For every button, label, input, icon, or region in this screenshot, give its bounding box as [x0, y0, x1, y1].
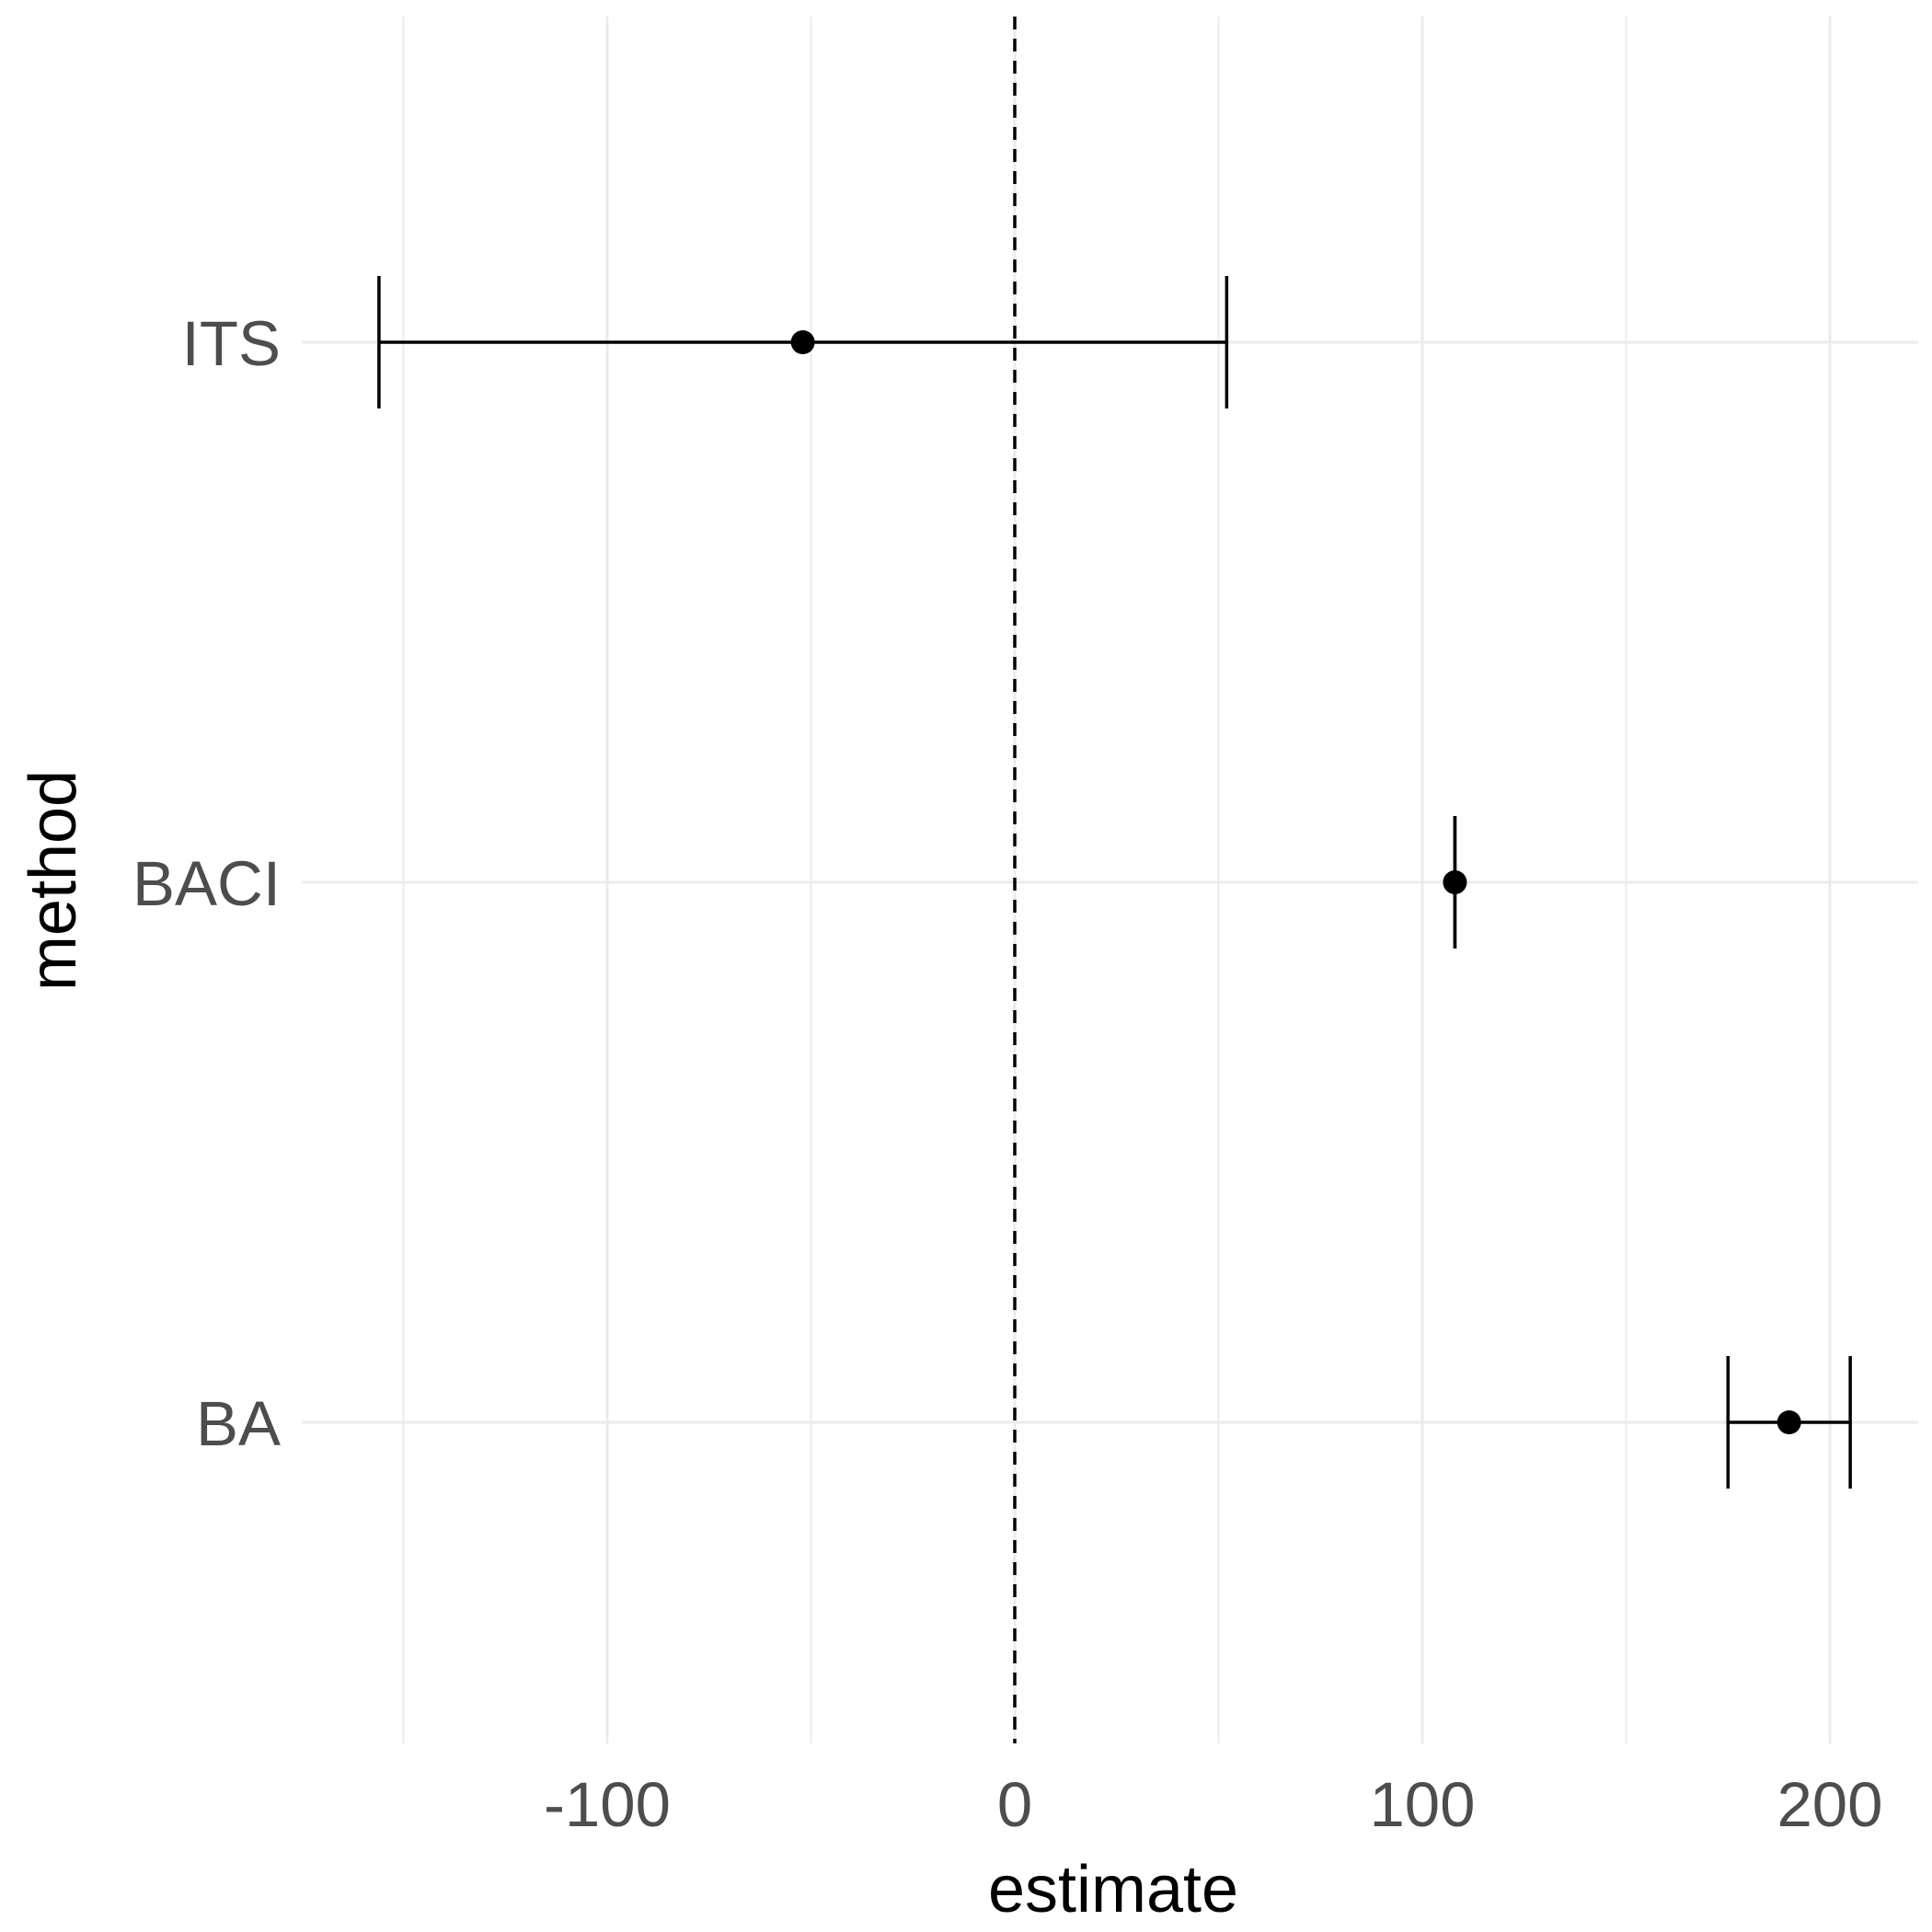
point-its — [791, 330, 815, 354]
point-ba — [1777, 1410, 1801, 1434]
y-tick-labels: ITS BACI BA — [132, 308, 281, 1459]
y-tick-label: BACI — [132, 848, 281, 919]
estimate-baci — [1443, 816, 1466, 949]
estimate-ba — [1728, 1356, 1850, 1489]
y-tick-label: ITS — [182, 308, 281, 379]
x-tick-label: 100 — [1369, 1769, 1475, 1840]
y-axis-title: method — [17, 770, 90, 991]
grid-layer — [302, 17, 1918, 1743]
x-tick-labels: -100 0 100 200 — [544, 1769, 1883, 1840]
x-axis-title: estimate — [988, 1853, 1238, 1926]
x-tick-label: -100 — [544, 1769, 671, 1840]
y-tick-label: BA — [196, 1388, 281, 1459]
point-baci — [1443, 870, 1466, 894]
x-tick-label: 200 — [1777, 1769, 1882, 1840]
estimate-its — [379, 276, 1226, 408]
x-tick-label: 0 — [997, 1769, 1032, 1840]
